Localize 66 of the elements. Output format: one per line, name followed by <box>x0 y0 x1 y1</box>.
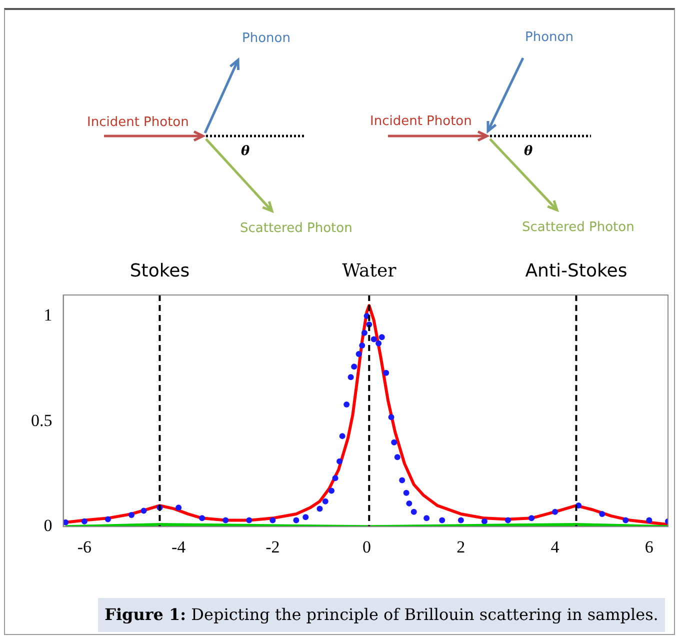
point <box>504 517 511 524</box>
point <box>140 508 147 514</box>
point <box>391 439 398 446</box>
point <box>339 433 346 440</box>
y-tick-label: 0 <box>44 516 52 536</box>
text: Incident Photon <box>87 115 189 130</box>
text: θ <box>241 144 250 159</box>
point <box>370 336 377 342</box>
x-tick-label: 6 <box>644 537 654 556</box>
point <box>104 516 111 522</box>
point <box>646 517 652 524</box>
point <box>481 518 488 524</box>
point <box>403 490 410 496</box>
point <box>622 517 629 524</box>
point <box>246 517 252 524</box>
x-tick-label: 2 <box>456 537 466 556</box>
point <box>332 475 338 482</box>
point <box>302 514 309 520</box>
text: Incident Photon <box>370 114 472 129</box>
point <box>356 350 362 357</box>
point <box>316 506 323 512</box>
point <box>388 414 394 420</box>
point <box>376 340 382 346</box>
point <box>336 458 343 464</box>
ref-line-label: Water <box>342 260 397 282</box>
point <box>81 518 88 524</box>
point <box>348 374 354 380</box>
ref-line-label: Stokes <box>130 260 190 282</box>
text: θ <box>524 144 533 159</box>
point <box>359 342 366 349</box>
point <box>378 334 385 340</box>
caption: Figure 1: Depicting the principle of Brillouin scattering in samples. <box>98 598 665 632</box>
point <box>458 517 464 524</box>
point <box>528 515 535 522</box>
point <box>439 517 446 524</box>
x-tick-label: 4 <box>550 537 560 556</box>
point <box>351 364 358 370</box>
point <box>344 401 350 408</box>
x-tick-label: -2 <box>266 537 280 556</box>
point <box>410 508 417 515</box>
text: Phonon <box>242 31 290 46</box>
ref-line-label: Anti-Stokes <box>525 260 628 282</box>
text: Scattered Photon <box>522 220 634 235</box>
point <box>270 517 276 524</box>
point <box>406 500 412 506</box>
point <box>128 512 134 518</box>
x-tick-label: 0 <box>362 537 372 556</box>
text: Phonon <box>525 30 574 45</box>
text: Scattered Photon <box>240 221 352 236</box>
point <box>328 488 335 494</box>
y-tick-label: 1 <box>44 306 52 325</box>
x-tick-label: -6 <box>77 537 92 556</box>
point <box>322 498 328 504</box>
point <box>199 515 206 522</box>
point <box>599 510 606 517</box>
point <box>361 330 368 336</box>
point <box>552 508 558 515</box>
y-tick-label: 0.5 <box>31 410 52 430</box>
point <box>424 515 430 522</box>
point <box>383 370 390 376</box>
point <box>222 517 229 524</box>
point <box>394 454 400 460</box>
point <box>293 517 300 524</box>
point <box>399 477 406 484</box>
x-tick-label: -4 <box>171 537 186 556</box>
point <box>176 504 182 511</box>
